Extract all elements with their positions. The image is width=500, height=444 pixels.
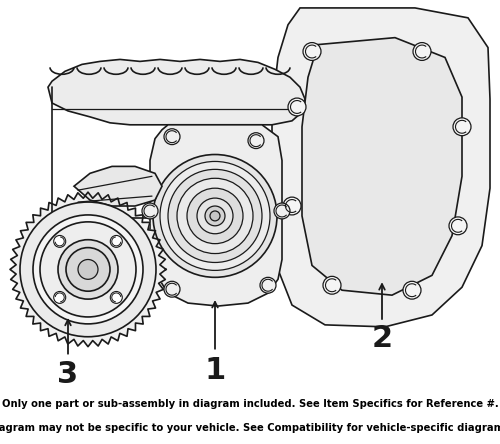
- Circle shape: [110, 235, 122, 247]
- Circle shape: [453, 118, 471, 136]
- Circle shape: [197, 198, 233, 234]
- Circle shape: [66, 248, 110, 291]
- Circle shape: [20, 202, 156, 337]
- Circle shape: [164, 281, 180, 297]
- Circle shape: [40, 222, 136, 317]
- Circle shape: [187, 188, 243, 244]
- Circle shape: [142, 203, 158, 219]
- Circle shape: [164, 129, 180, 145]
- Circle shape: [288, 98, 306, 116]
- Circle shape: [160, 162, 270, 270]
- Circle shape: [449, 217, 467, 235]
- Circle shape: [168, 169, 262, 262]
- Text: Diagram may not be specific to your vehicle. See Compatibility for vehicle-speci: Diagram may not be specific to your vehi…: [0, 423, 500, 433]
- Text: 1: 1: [204, 356, 226, 385]
- Circle shape: [283, 197, 301, 215]
- Text: Only one part or sub-assembly in diagram included. See Item Specifics for Refere: Only one part or sub-assembly in diagram…: [2, 399, 498, 408]
- Circle shape: [177, 178, 253, 254]
- Polygon shape: [150, 125, 282, 306]
- Circle shape: [33, 215, 143, 324]
- Circle shape: [274, 203, 290, 219]
- Circle shape: [413, 43, 431, 60]
- Circle shape: [110, 291, 122, 303]
- Circle shape: [58, 240, 118, 299]
- Text: 2: 2: [372, 324, 392, 353]
- Text: 3: 3: [58, 360, 78, 389]
- Circle shape: [403, 281, 421, 299]
- Circle shape: [210, 211, 220, 221]
- Circle shape: [54, 291, 66, 303]
- Circle shape: [303, 43, 321, 60]
- Polygon shape: [302, 38, 462, 295]
- Circle shape: [54, 235, 66, 247]
- Circle shape: [153, 155, 277, 278]
- Circle shape: [248, 133, 264, 149]
- Circle shape: [260, 278, 276, 293]
- Polygon shape: [10, 192, 166, 347]
- Circle shape: [205, 206, 225, 226]
- Circle shape: [78, 259, 98, 279]
- Polygon shape: [74, 166, 162, 206]
- Polygon shape: [48, 59, 305, 125]
- Circle shape: [323, 276, 341, 294]
- Polygon shape: [272, 8, 490, 327]
